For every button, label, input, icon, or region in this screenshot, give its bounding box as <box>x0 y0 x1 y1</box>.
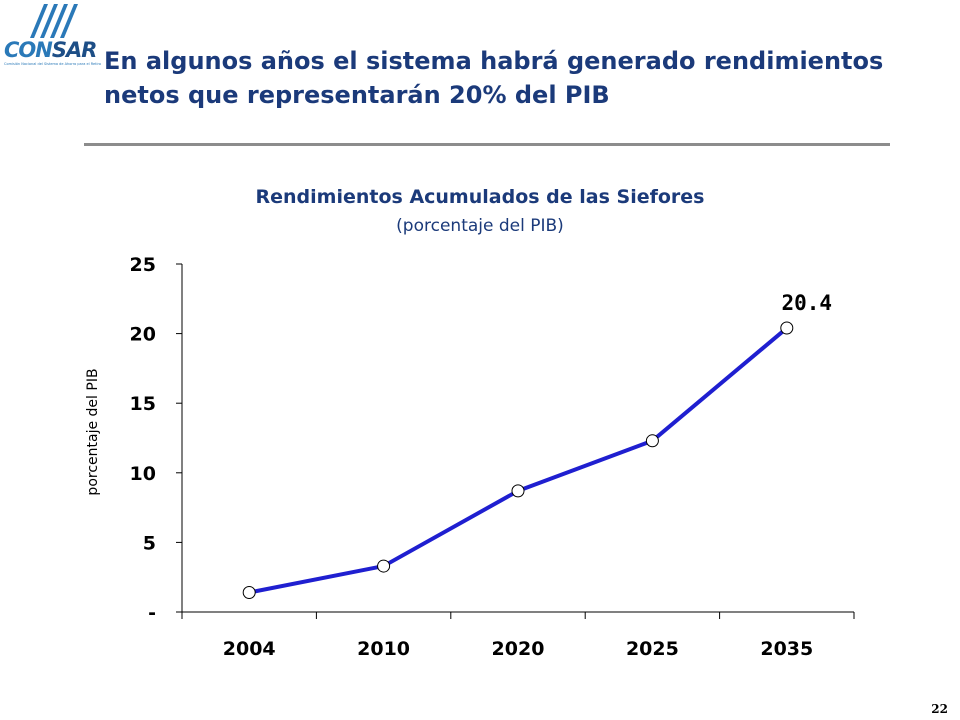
chart-title: Rendimientos Acumulados de las Siefores <box>255 186 705 208</box>
y-tick-label: 5 <box>143 532 156 554</box>
title-divider <box>84 143 890 146</box>
data-label: 20.4 <box>782 291 833 315</box>
y-tick-label: 10 <box>130 463 156 485</box>
data-point <box>242 586 256 600</box>
y-tick-label: 20 <box>130 324 156 346</box>
y-tick-label: - <box>148 602 156 624</box>
y-tick-label: 15 <box>130 393 156 415</box>
page-number: 22 <box>931 702 948 716</box>
series-line <box>248 326 789 595</box>
x-tick-label: 2035 <box>760 638 813 660</box>
x-tick-label: 2020 <box>492 638 545 660</box>
logo-emblem-icon <box>30 4 78 38</box>
slide-title: En algunos años el sistema habrá generad… <box>104 47 884 109</box>
data-point <box>645 434 659 448</box>
chart-subtitle: (porcentaje del PIB) <box>396 216 564 236</box>
x-tick-label: 2025 <box>626 638 679 660</box>
logo-wordmark: CONSAR <box>4 38 97 62</box>
data-point <box>377 559 391 573</box>
data-point <box>511 484 525 498</box>
data-point <box>780 321 794 335</box>
consar-logo: CONSAR Comisión Nacional del Sistema de … <box>0 0 101 90</box>
y-tick-label: 25 <box>130 254 156 276</box>
x-tick-label: 2010 <box>357 638 410 660</box>
logo-tagline: Comisión Nacional del Sistema de Ahorro … <box>4 62 101 66</box>
x-tick-label: 2004 <box>223 638 276 660</box>
